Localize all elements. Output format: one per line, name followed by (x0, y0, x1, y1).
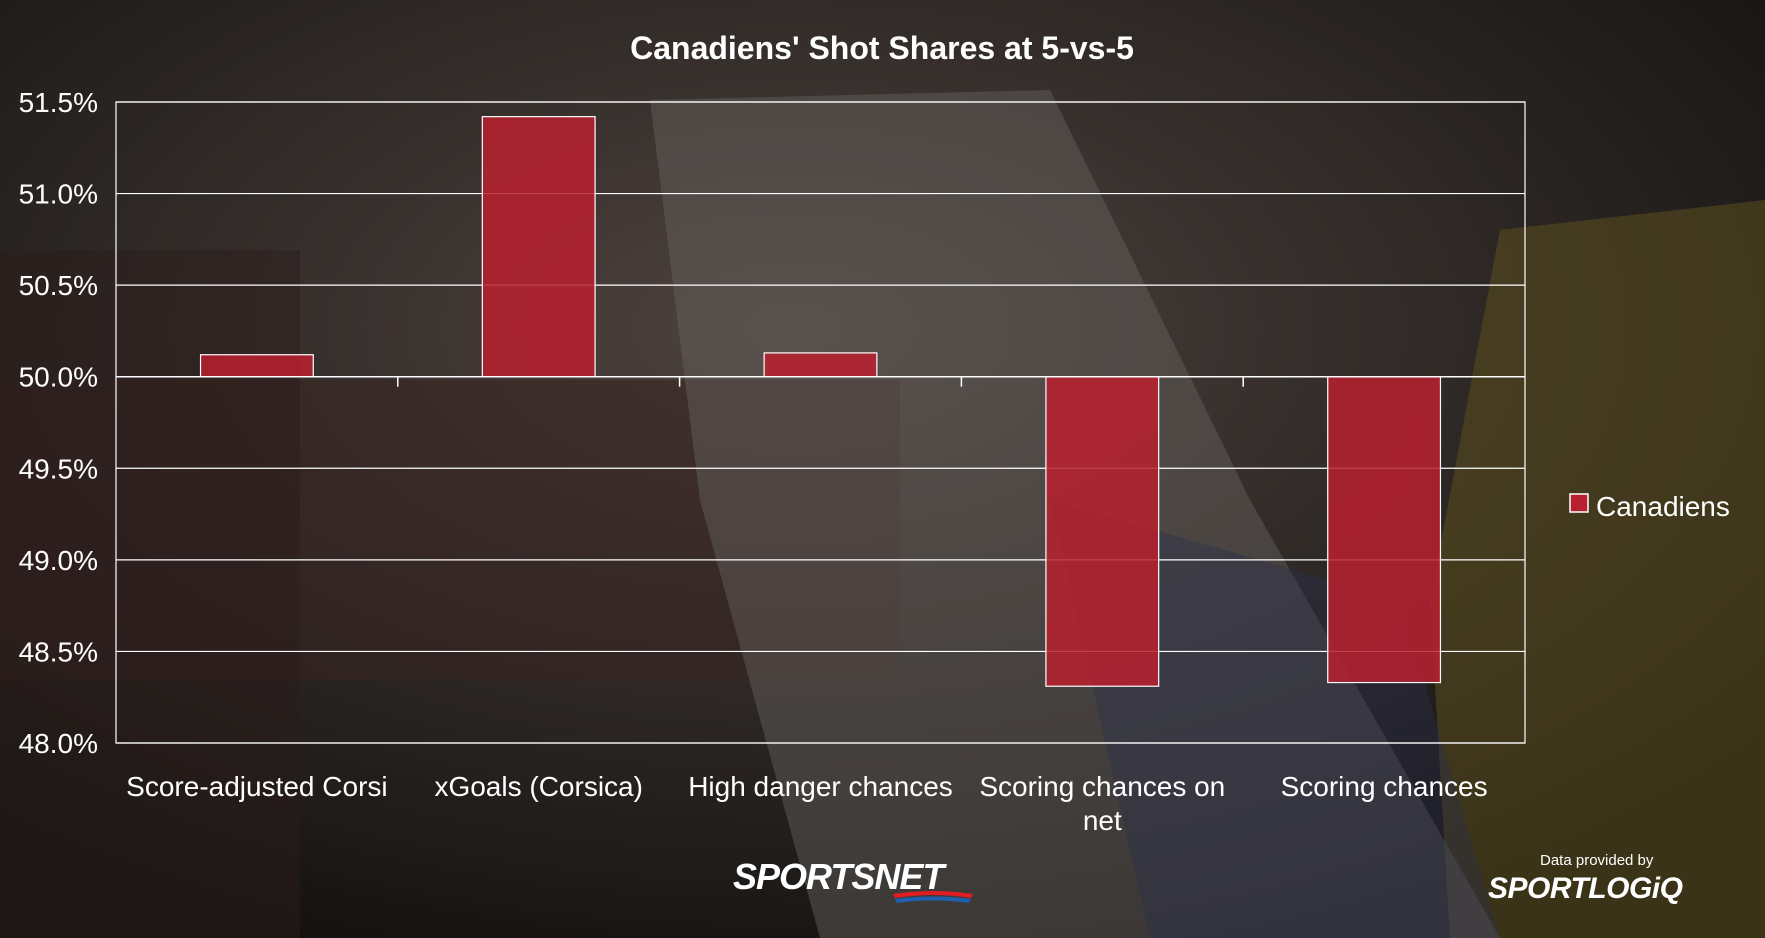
x-category-label: High danger chances (688, 771, 953, 802)
y-tick-label: 48.0% (19, 728, 98, 759)
data-credit-line: Data provided by (1540, 852, 1654, 869)
bar (763, 352, 878, 378)
y-tick-label: 50.5% (19, 270, 98, 301)
sportsnet-logo: SPORTSNET (733, 856, 1038, 906)
legend-label: Canadiens (1596, 491, 1730, 522)
plot-area-border (115, 101, 1526, 744)
sportsnet-wordmark: SPORTSNET (733, 856, 944, 897)
y-tick-label: 48.5% (19, 636, 98, 667)
bar (481, 116, 596, 378)
bar (1045, 376, 1160, 687)
x-category-label: xGoals (Corsica) (434, 771, 642, 802)
bar-series (199, 116, 1442, 687)
y-tick-label: 51.0% (19, 179, 98, 210)
gridlines (115, 101, 1526, 744)
bar (1327, 376, 1442, 684)
x-axis-categories: Score-adjusted Corsi xGoals (Corsica) High… (126, 771, 1487, 836)
bar (199, 354, 314, 378)
x-category-label: Scoring chances on (979, 771, 1225, 802)
y-tick-label: 49.0% (19, 545, 98, 576)
x-category-label: Scoring chances (1281, 771, 1488, 802)
sportlogiq-logo: SPORTLOGiQ (1488, 872, 1683, 905)
x-category-label: Score-adjusted Corsi (126, 771, 387, 802)
y-tick-label: 49.5% (19, 453, 98, 484)
x-category-label: net (1083, 805, 1122, 836)
y-axis-ticks: 51.5% 51.0% 50.5% 50.0% 49.5% 49.0% 48.5% 48.0% (19, 87, 98, 759)
x-axis (116, 375, 1525, 387)
chart-title: Canadiens' Shot Shares at 5-vs-5 (630, 30, 1134, 66)
legend-swatch (1569, 493, 1589, 513)
y-tick-label: 51.5% (19, 87, 98, 118)
sportsnet-swoosh-icon (893, 891, 973, 903)
legend: Canadiens (1569, 491, 1730, 522)
y-tick-label: 50.0% (19, 362, 98, 393)
